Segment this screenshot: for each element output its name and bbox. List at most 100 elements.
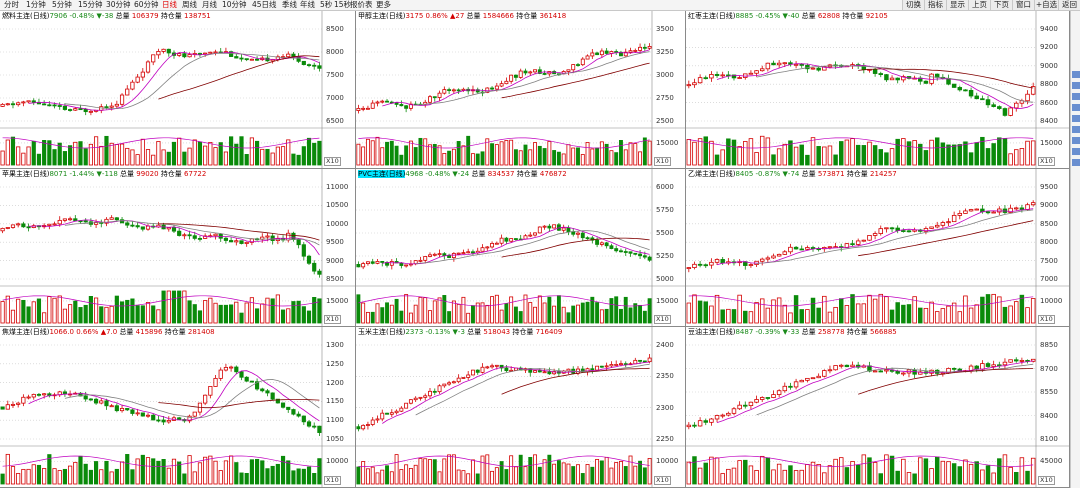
candle (1030, 200, 1036, 207)
y-tick-label: 2350 (656, 372, 674, 381)
period-tab-10[interactable]: 45日线 (252, 0, 277, 9)
candle (68, 108, 73, 112)
toolbar-button-7[interactable]: 返回 (1058, 0, 1080, 10)
candle (782, 382, 788, 393)
candle (822, 369, 827, 378)
toolbar-button-0[interactable]: 切换 (902, 0, 924, 10)
volume-axis-label: 15000 (656, 296, 679, 305)
candle (759, 396, 765, 402)
ma60-line (858, 220, 1034, 257)
chart-panel-2[interactable]: 9400 9200 9000 8800 8600 8400 红枣主连(日线)8885 -0.… (686, 11, 1070, 169)
volume-bar (0, 301, 5, 324)
chart-panel-1[interactable]: 3500 3250 3000 2750 2500 甲醇主连(日线)3175 0.86% ▲… (356, 11, 686, 169)
volume-bar (291, 301, 296, 324)
candle (576, 63, 580, 67)
volume-bar (556, 460, 561, 485)
candle (0, 406, 5, 410)
volume-bar (918, 143, 923, 166)
period-tab-12[interactable]: 年线 (300, 0, 315, 9)
chart-panel-0[interactable]: 8500 8000 7500 7000 6500 燃料主连(日线)7906 -0.48% … (0, 11, 356, 169)
volume-bar (638, 151, 643, 166)
chart-panel-4[interactable]: 6000 5750 5500 5250 5000 PVC主连(日线)4968 -0.48%… (356, 169, 686, 327)
volume-bar (394, 298, 399, 324)
candle (822, 246, 827, 252)
chart-panel-3[interactable]: 11000 10500 10000 9500 9000 8500 苹果主连(日线)8071 … (0, 169, 356, 327)
chart-panel-5[interactable]: 9500 9000 8500 8000 7500 7000 乙烯主连(日线)8405 -0.… (686, 169, 1070, 327)
volume-bar (816, 146, 821, 166)
candle (1002, 107, 1008, 117)
candle (0, 103, 5, 107)
chart-panel-6[interactable]: 1300 1250 1200 1150 1100 1050 焦煤主连(日线)1066.0 0… (0, 327, 356, 488)
toolbar-button-6[interactable]: +自选 (1034, 0, 1058, 10)
candle (614, 360, 619, 366)
candle (906, 229, 912, 233)
candle (447, 380, 452, 386)
volume-bar (151, 305, 156, 324)
toolbar-button-5[interactable]: 窗口 (1012, 0, 1034, 10)
volume-bar (73, 461, 78, 485)
toolbar-button-2[interactable]: 显示 (946, 0, 968, 10)
sidebar-tab-7[interactable] (1072, 148, 1080, 155)
sidebar-tab-5[interactable] (1072, 126, 1080, 133)
volume-bar (490, 470, 495, 485)
period-tab-6[interactable]: 日线 (162, 0, 177, 9)
volume-bar (437, 471, 442, 485)
period-tab-5[interactable]: 60分钟 (134, 0, 159, 9)
candle (471, 369, 475, 376)
volume-bar (991, 293, 996, 324)
period-tab-8[interactable]: 月线 (202, 0, 217, 9)
candle (223, 47, 229, 54)
candle (703, 263, 708, 268)
candle (528, 70, 533, 76)
period-tab-9[interactable]: 10分钟 (222, 0, 247, 9)
candle (709, 417, 714, 426)
candle (306, 254, 312, 266)
volume-bar (561, 462, 566, 485)
volume-bar (889, 309, 895, 324)
period-tab-14[interactable]: 15秒 (334, 0, 352, 9)
period-tab-11[interactable]: 季线 (282, 0, 297, 9)
volume-bar (889, 148, 895, 166)
volume-bar (62, 308, 68, 324)
period-tab-3[interactable]: 15分钟 (78, 0, 103, 9)
candle (590, 364, 595, 374)
period-tab-2[interactable]: 5分钟 (52, 0, 72, 9)
volume-bar (31, 464, 36, 485)
chart-panel-8[interactable]: 8850 8700 8550 8400 8100 豆油主连(日线)8487 -0.39% … (686, 327, 1070, 488)
toolbar-button-3[interactable]: 上页 (968, 0, 990, 10)
sidebar-tab-1[interactable] (1072, 82, 1080, 89)
volume-bar (737, 146, 742, 166)
volume-bar (518, 150, 523, 166)
toolbar-button-1[interactable]: 指标 (924, 0, 946, 10)
volume-bar (576, 464, 580, 485)
volume-bar (187, 300, 192, 324)
candle (394, 409, 399, 415)
sidebar-tab-2[interactable] (1072, 93, 1080, 100)
sidebar-tab-0[interactable] (1072, 71, 1080, 78)
period-tab-4[interactable]: 30分钟 (106, 0, 131, 9)
sidebar-tab-6[interactable] (1072, 137, 1080, 144)
candle (855, 238, 861, 247)
sidebar-tab-3[interactable] (1072, 104, 1080, 111)
volume-bar (203, 145, 208, 166)
sidebar-tab-4[interactable] (1072, 115, 1080, 122)
period-tab-16[interactable]: 更多 (376, 0, 391, 9)
volume-bar (130, 149, 135, 166)
candle (844, 364, 850, 368)
change-value: ▲27 (450, 12, 465, 20)
period-tab-0[interactable]: 分时 (4, 0, 19, 9)
volume-value: 62808 (817, 12, 841, 20)
chart-panel-7[interactable]: 2400 2350 2300 2250 玉米主连(日线)2373 -0.13% ▼-3 … (356, 327, 686, 488)
period-tab-1[interactable]: 1分钟 (26, 0, 46, 9)
period-tab-15[interactable]: 报价表 (350, 0, 373, 9)
change-percent: -0.13% (425, 328, 451, 336)
volume-bar (867, 457, 872, 485)
period-tab-13[interactable]: 5秒 (320, 0, 333, 9)
sidebar-tab-8[interactable] (1072, 159, 1080, 166)
period-tab-7[interactable]: 周线 (182, 0, 197, 9)
volume-bar (218, 470, 223, 485)
candle (638, 249, 643, 260)
candle (361, 424, 366, 431)
volume-bar (135, 458, 140, 485)
toolbar-button-4[interactable]: 下页 (990, 0, 1012, 10)
